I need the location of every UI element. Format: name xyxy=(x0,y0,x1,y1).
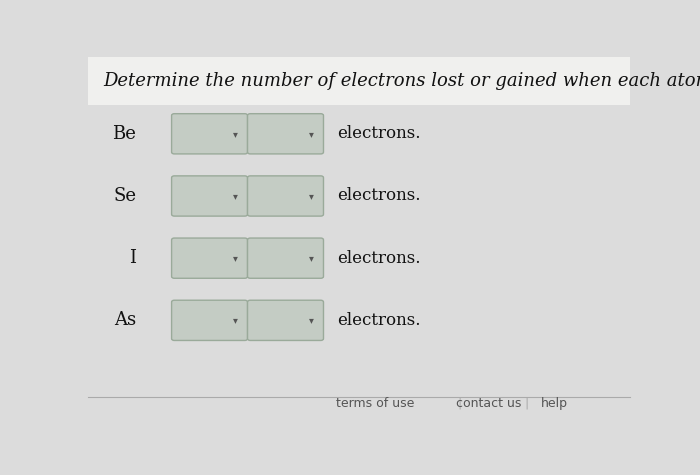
Text: Be: Be xyxy=(113,125,136,143)
Text: terms of use: terms of use xyxy=(336,397,414,410)
Text: ▾: ▾ xyxy=(232,253,237,263)
Text: Determine the number of electrons lost or gained when each atom forms an ion.: Determine the number of electrons lost o… xyxy=(104,72,700,90)
Text: ▾: ▾ xyxy=(309,191,314,201)
Text: electrons.: electrons. xyxy=(337,250,421,266)
Text: help: help xyxy=(540,397,568,410)
Text: electrons.: electrons. xyxy=(337,125,421,142)
Text: Se: Se xyxy=(113,187,136,205)
Text: ▾: ▾ xyxy=(232,315,237,325)
Text: ▾: ▾ xyxy=(232,191,237,201)
FancyBboxPatch shape xyxy=(88,57,630,104)
Text: I: I xyxy=(130,249,136,267)
FancyBboxPatch shape xyxy=(172,114,248,154)
FancyBboxPatch shape xyxy=(248,114,323,154)
Text: contact us: contact us xyxy=(456,397,522,410)
Text: electrons.: electrons. xyxy=(337,188,421,204)
FancyBboxPatch shape xyxy=(248,176,323,216)
Text: ▾: ▾ xyxy=(309,315,314,325)
FancyBboxPatch shape xyxy=(172,238,248,278)
FancyBboxPatch shape xyxy=(248,238,323,278)
FancyBboxPatch shape xyxy=(172,300,248,341)
Text: |: | xyxy=(525,397,529,410)
Text: ▾: ▾ xyxy=(309,253,314,263)
Text: ▾: ▾ xyxy=(309,129,314,139)
FancyBboxPatch shape xyxy=(172,176,248,216)
Text: |: | xyxy=(457,397,461,410)
Text: electrons.: electrons. xyxy=(337,312,421,329)
Text: ▾: ▾ xyxy=(232,129,237,139)
FancyBboxPatch shape xyxy=(248,300,323,341)
Text: As: As xyxy=(114,311,136,329)
